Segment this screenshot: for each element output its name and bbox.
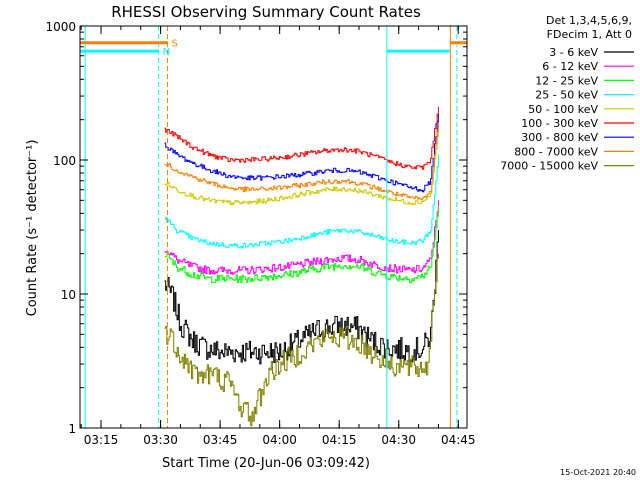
y-tick-label: 10 [61,288,76,302]
x-tick-label: 04:45 [441,433,476,447]
legend-entry-label: 12 - 25 keV [535,74,598,87]
x-tick-label: 03:15 [84,433,119,447]
legend-entry-label: 6 - 12 keV [542,60,598,73]
legend-entry-label: 3 - 6 keV [549,46,598,59]
legend-entry-label: 50 - 100 keV [528,103,598,116]
legend-entry-label: 800 - 7000 keV [514,145,598,158]
series-800-7000-kev-line [164,122,439,201]
series-50-100-kev-line [164,125,439,206]
x-axis-label: Start Time (20-Jun-06 03:09:42) [162,456,370,471]
series-300-800-kev-line [164,114,439,193]
x-tick-label: 04:30 [381,433,416,447]
legend-entry-label: 25 - 50 keV [535,89,598,102]
series-12-25-kev-line [164,206,439,284]
x-tick-label: 04:00 [262,433,297,447]
legend-entry-label: 7000 - 15000 keV [500,160,598,173]
x-tick-label: 04:15 [322,433,357,447]
y-axis-label: Count Rate (s⁻¹ detector⁻¹) [25,140,40,317]
attenuator-state-label: S [172,39,178,50]
y-tick-label: 1000 [45,20,76,34]
series-25-50-kev-line [164,154,439,249]
legend-entry-label: 100 - 300 keV [521,117,598,130]
legend-entry-label: 300 - 800 keV [521,131,598,144]
x-tick-label: 03:45 [203,433,238,447]
x-tick-label: 03:30 [143,433,178,447]
y-tick-label: 1 [68,422,76,436]
legend-header-2: FDecim 1, Att 0 [547,28,632,41]
series-3-6-kev-line [164,230,439,365]
series-100-300-kev-line [164,106,439,170]
y-tick-label: 100 [53,154,76,168]
legend-header-1: Det 1,3,4,5,6,9, [546,14,632,27]
series-7000-15000-kev-line [164,253,439,427]
series-6-12-kev-line [164,200,439,275]
chart-title: RHESSI Observing Summary Count Rates [111,3,421,21]
timestamp: 15-Oct-2021 20:40 [560,468,636,477]
night-state-label: N [163,47,170,58]
plot-frame [79,25,468,429]
